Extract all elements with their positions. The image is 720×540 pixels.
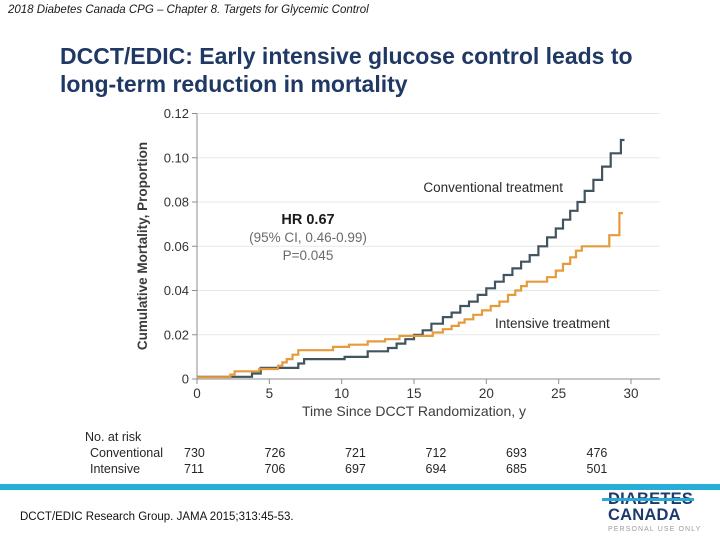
number-at-risk-table: No. at risk Conventional 730 726 721 712 693 4… xyxy=(85,430,645,480)
at-risk-row-label: Intensive xyxy=(90,462,141,476)
logo-word-diabetes: DIABETES xyxy=(602,491,713,507)
y-tick-label: 0.12 xyxy=(164,106,189,121)
at-risk-value: 721 xyxy=(345,446,366,460)
personal-use-only-label: PERSONAL USE ONLY xyxy=(608,526,702,533)
at-risk-value: 501 xyxy=(586,462,608,476)
at-risk-value: 694 xyxy=(425,462,447,476)
x-tick-label: 20 xyxy=(479,386,494,401)
x-tick-label: 0 xyxy=(193,386,201,401)
label-intensive-treatment: Intensive treatment xyxy=(495,316,610,331)
at-risk-value: 711 xyxy=(184,462,204,476)
at-risk-value: 476 xyxy=(586,446,608,460)
series-line-conventional xyxy=(197,138,625,378)
at-risk-value: 726 xyxy=(264,446,286,460)
footer-accent-bar xyxy=(0,484,720,490)
diabetes-canada-logo: DIABETES CANADA PERSONAL USE ONLY xyxy=(602,491,713,533)
at-risk-value: 706 xyxy=(264,462,286,476)
x-tick-label: 5 xyxy=(266,386,274,401)
x-tick-label: 25 xyxy=(551,386,566,401)
series-line-intensive xyxy=(197,212,623,379)
label-conventional-treatment: Conventional treatment xyxy=(423,180,563,195)
page-title: DCCT/EDIC: Early intensive glucose contr… xyxy=(60,43,633,98)
y-axis-title: Cumulative Mortality, Proportion xyxy=(135,142,150,350)
at-risk-value: 697 xyxy=(345,462,366,476)
at-risk-header: No. at risk xyxy=(85,430,142,444)
y-tick-label: 0.08 xyxy=(164,195,189,210)
y-tick-label: 0.10 xyxy=(164,150,189,165)
kaplan-meier-plot: 0 0.02 0.04 0.06 0.08 0.10 0.12 0 5 10 15 20 25 30 Con… xyxy=(135,106,660,419)
logo-word-canada: CANADA xyxy=(608,506,681,524)
at-risk-row-label: Conventional xyxy=(90,446,163,460)
y-tick-label: 0 xyxy=(182,372,189,387)
survival-chart: 0 0.02 0.04 0.06 0.08 0.10 0.12 0 5 10 15 20 25 30 Con… xyxy=(130,100,690,432)
at-risk-value: 693 xyxy=(506,446,527,460)
at-risk-value: 712 xyxy=(425,446,447,460)
y-tick-label: 0.06 xyxy=(164,239,189,254)
at-risk-value: 730 xyxy=(184,446,205,460)
x-tick-label: 15 xyxy=(406,386,421,401)
at-risk-value: 685 xyxy=(506,462,527,476)
slide-header: 2018 Diabetes Canada CPG – Chapter 8. Ta… xyxy=(8,4,369,16)
x-tick-label: 30 xyxy=(623,386,638,401)
x-axis-title: Time Since DCCT Randomization, y xyxy=(302,403,526,419)
y-tick-label: 0.04 xyxy=(164,283,189,298)
logo-strike-line xyxy=(602,498,694,501)
y-tick-label: 0.02 xyxy=(164,327,189,342)
x-tick-label: 10 xyxy=(334,386,349,401)
citation: DCCT/EDIC Research Group. JAMA 2015;313:… xyxy=(20,511,294,523)
